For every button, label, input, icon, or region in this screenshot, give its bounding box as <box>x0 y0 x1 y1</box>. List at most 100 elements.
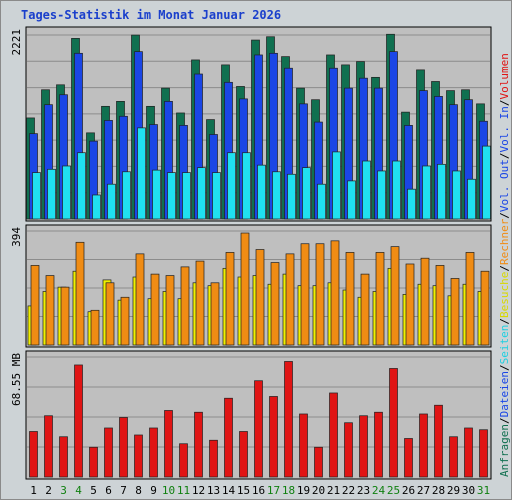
x-tick-label: 1 <box>30 484 37 497</box>
bar-volumen-day-2 <box>44 415 53 478</box>
bar-volumen-day-28 <box>434 404 443 478</box>
bar-seiten-day-4 <box>77 152 86 220</box>
bar-seiten-day-10 <box>167 172 176 220</box>
legend-entry: Besuche <box>498 272 511 318</box>
x-tick-label: 8 <box>135 484 142 497</box>
panel-middle: 394 <box>10 224 492 348</box>
bar-rechner-day-21 <box>330 240 340 346</box>
bar-rechner-day-27 <box>420 257 430 346</box>
bar-rechner-day-30 <box>465 252 475 346</box>
bar-volumen-day-10 <box>164 410 173 478</box>
bar-seiten-day-31 <box>482 145 491 220</box>
bar-seiten-day-20 <box>317 183 326 220</box>
bar-rechner-day-31 <box>480 270 490 346</box>
bar-seiten-day-19 <box>302 167 311 220</box>
bar-seiten-day-23 <box>362 160 371 220</box>
bar-seiten-day-11 <box>182 172 191 220</box>
bar-rechner-day-9 <box>150 273 160 346</box>
bar-volumen-day-21 <box>329 392 338 478</box>
bar-seiten-day-28 <box>437 163 446 220</box>
bar-volumen-day-6 <box>104 427 113 478</box>
legend-entry: Seiten <box>498 325 511 365</box>
legend-entry: / <box>498 417 511 424</box>
bar-volumen-day-11 <box>179 443 188 478</box>
bar-volumen-day-31 <box>479 429 488 478</box>
bar-volumen-day-17 <box>269 396 278 478</box>
bar-rechner-day-4 <box>75 241 85 346</box>
bar-seiten-day-13 <box>212 172 221 220</box>
bar-volumen-day-27 <box>419 413 428 478</box>
x-tick-label: 28 <box>432 484 445 497</box>
chart-panels: 2221 394 68.55 MB <box>10 26 492 480</box>
x-tick-label: 17 <box>267 484 280 497</box>
bar-rechner-day-11 <box>180 266 190 346</box>
bar-volumen-day-13 <box>209 439 218 478</box>
bar-seiten-day-22 <box>347 180 356 220</box>
chart-title: Tages-Statistik im Monat Januar 2026 <box>21 8 281 22</box>
bar-seiten-day-9 <box>152 169 161 220</box>
bar-rechner-day-13 <box>210 282 220 346</box>
x-tick-label: 6 <box>105 484 112 497</box>
panel-top: 2221 <box>10 26 492 222</box>
bar-seiten-day-30 <box>467 178 476 220</box>
bar-volumen-day-20 <box>314 446 323 478</box>
bar-seiten-day-27 <box>422 165 431 220</box>
bar-rechner-day-29 <box>450 278 460 346</box>
legend-entry: / <box>498 212 511 219</box>
x-tick-label: 26 <box>402 484 415 497</box>
legend-entry: Anfragen <box>498 424 511 477</box>
x-tick-label: 10 <box>162 484 175 497</box>
bar-rechner-day-16 <box>255 249 265 346</box>
bar-rechner-day-7 <box>120 296 130 346</box>
legend-entry: Vol. Out <box>498 159 511 212</box>
x-tick-label: 12 <box>192 484 205 497</box>
x-tick-label: 16 <box>252 484 265 497</box>
bar-seiten-day-12 <box>197 167 206 220</box>
right-legend: Anfragen/Dateien/Seiten/Besuche/Rechner/… <box>498 53 511 477</box>
x-tick-label: 25 <box>387 484 400 497</box>
y-max-label: 68.55 MB <box>10 353 23 406</box>
bar-volumen-day-1 <box>29 431 38 478</box>
bar-rechner-day-3 <box>60 286 70 346</box>
x-tick-label: 11 <box>177 484 190 497</box>
legend-entry: Vol. In <box>498 106 511 152</box>
bar-volumen-day-8 <box>134 434 143 478</box>
x-tick-label: 20 <box>312 484 325 497</box>
x-tick-label: 19 <box>297 484 310 497</box>
bar-rechner-day-12 <box>195 260 205 346</box>
legend-entry: Dateien <box>498 371 511 417</box>
legend-entry: / <box>498 99 511 106</box>
bar-volumen-day-29 <box>449 436 458 478</box>
x-tick-label: 4 <box>75 484 82 497</box>
bar-volumen-day-5 <box>89 446 98 478</box>
bar-rechner-day-26 <box>405 263 415 346</box>
x-tick-label: 30 <box>462 484 475 497</box>
x-tick-label: 15 <box>237 484 250 497</box>
legend-entry: / <box>498 265 511 272</box>
bar-seiten-day-6 <box>107 183 116 220</box>
bar-volumen-day-14 <box>224 397 233 478</box>
bar-rechner-day-15 <box>240 232 250 346</box>
x-tick-label: 22 <box>342 484 355 497</box>
bar-rechner-day-6 <box>105 282 115 346</box>
bar-rechner-day-22 <box>345 252 355 346</box>
legend-entry: / <box>498 318 511 325</box>
bar-seiten-day-17 <box>272 171 281 220</box>
bar-seiten-day-24 <box>377 170 386 220</box>
x-tick-label: 5 <box>90 484 97 497</box>
bar-rechner-day-20 <box>315 243 325 346</box>
bar-volumen-day-19 <box>299 413 308 478</box>
bar-seiten-day-8 <box>137 127 146 220</box>
bar-seiten-day-7 <box>122 171 131 220</box>
bar-volumen-day-25 <box>389 368 398 478</box>
bar-seiten-day-14 <box>227 152 236 220</box>
bar-volumen-day-7 <box>119 417 128 478</box>
bar-volumen-day-23 <box>359 415 368 478</box>
bar-rechner-day-10 <box>165 275 175 346</box>
x-tick-label: 7 <box>120 484 127 497</box>
legend-entry: Volumen <box>498 53 511 99</box>
x-axis-day-labels: 1 2 3 4 5 6 7 8 9 10 11 12 13 14 15 16 17 18 19 20 21 22 23 24 2… <box>30 484 490 497</box>
bar-seiten-day-29 <box>452 170 461 220</box>
